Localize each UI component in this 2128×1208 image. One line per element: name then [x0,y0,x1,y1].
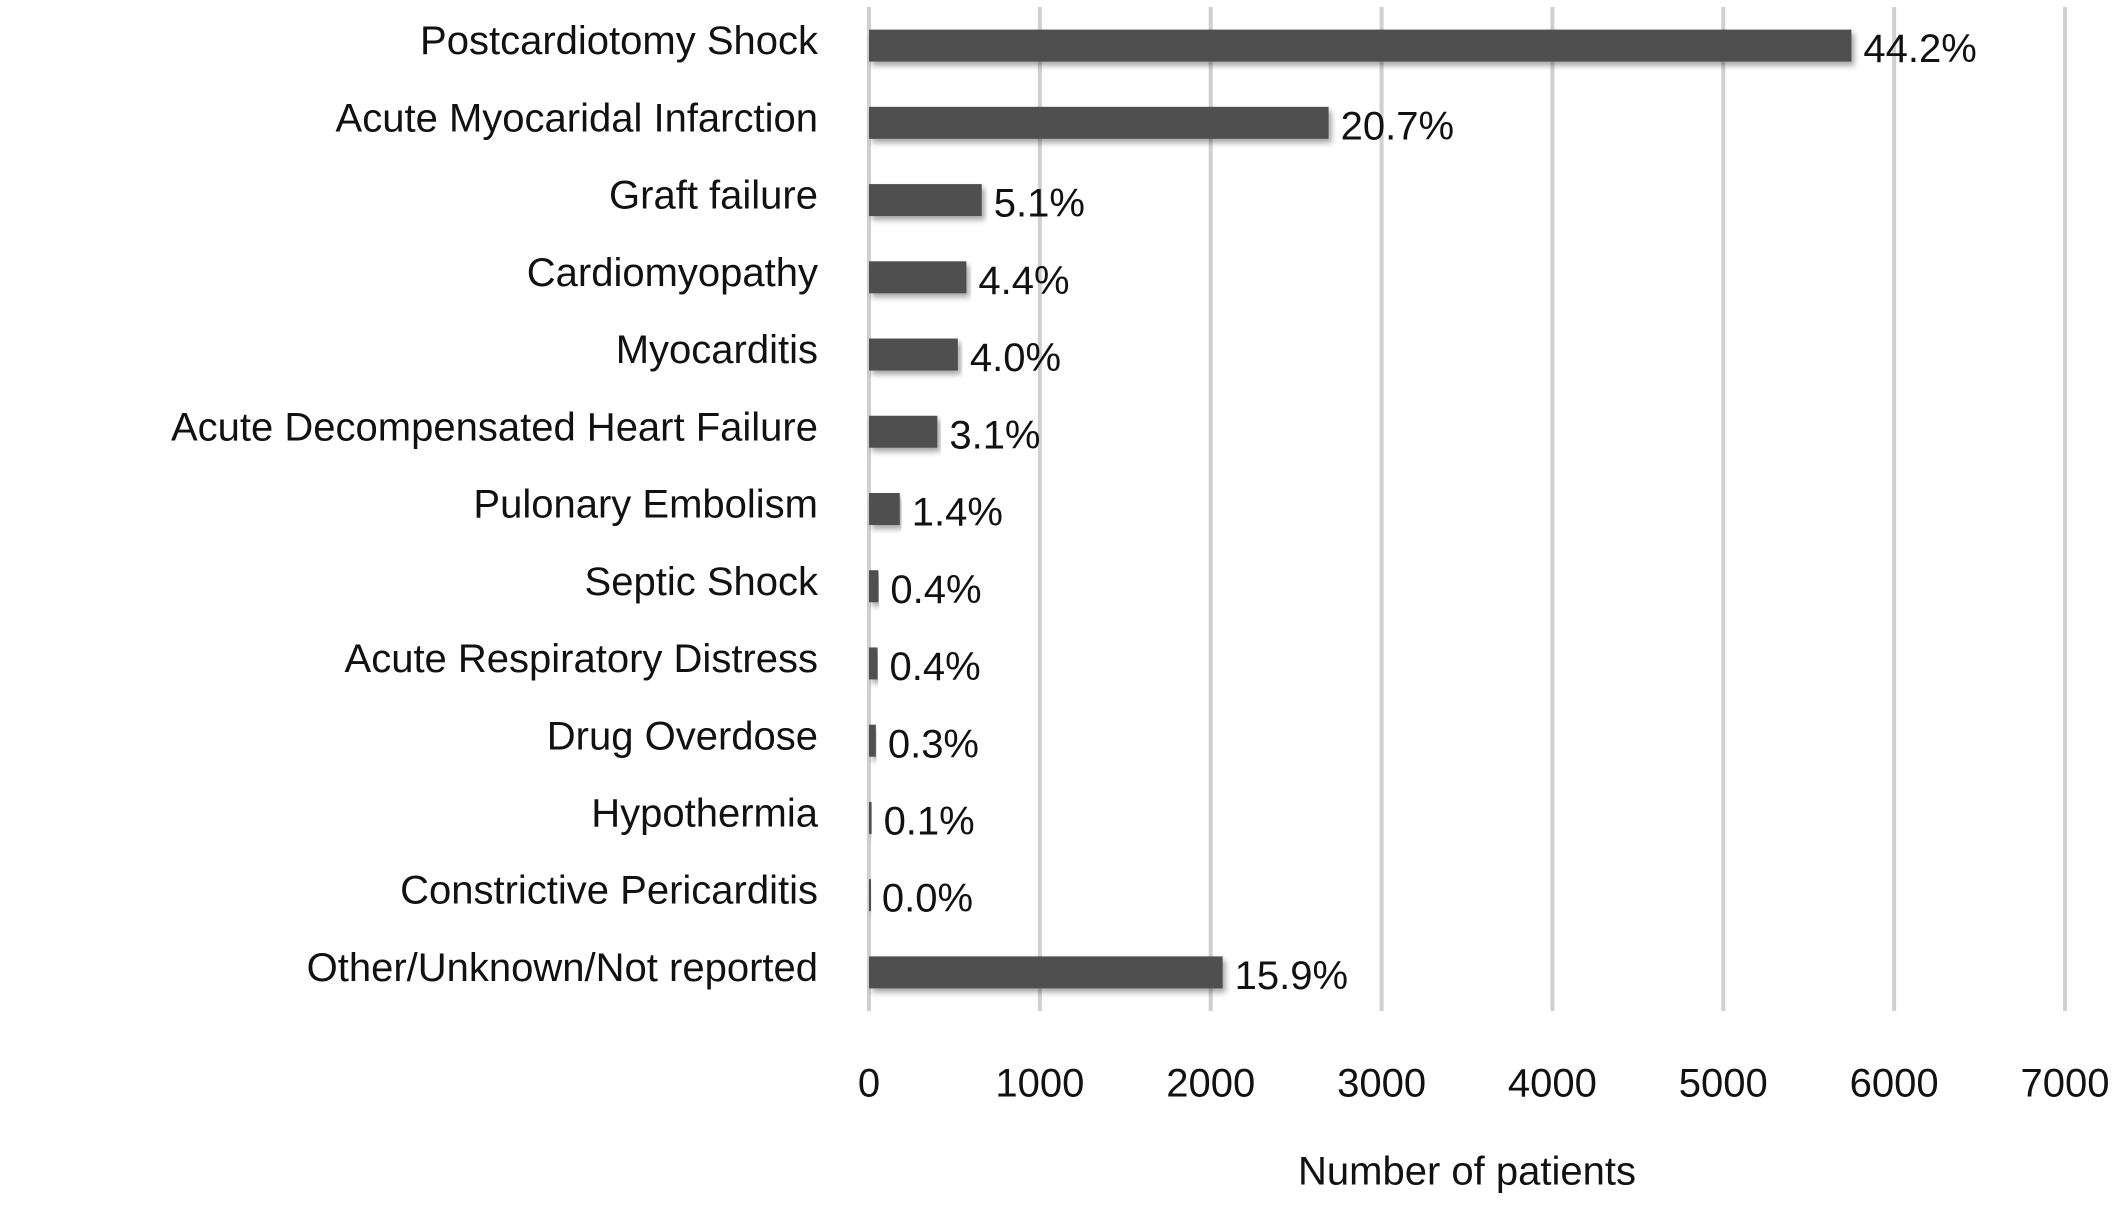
y-tick-label: Graft failure [609,174,818,218]
data-label: 0.4% [890,568,981,612]
bar [869,956,1223,989]
x-tick-label: 3000 [1337,1062,1426,1106]
data-label: 15.9% [1235,954,1348,998]
data-label: 4.4% [978,259,1069,303]
y-tick-label: Acute Decompensated Heart Failure [171,405,818,449]
bar [869,415,938,448]
bar [869,29,1852,62]
x-tick-label: 2000 [1166,1062,1255,1106]
y-tick-label: Drug Overdose [547,714,818,758]
x-tick-label: 5000 [1679,1062,1768,1106]
y-tick-label: Other/Unknown/Not reported [307,946,818,990]
y-tick-label: Hypothermia [591,791,819,835]
data-label: 0.4% [890,645,981,689]
bar [869,106,1329,139]
bar [869,570,879,603]
data-label: 4.0% [970,336,1061,380]
y-tick-label: Cardiomyopathy [527,251,818,295]
y-tick-label: Constrictive Pericarditis [400,869,818,913]
bar [869,493,900,525]
y-tick-label: Septic Shock [585,560,819,604]
x-tick-label: 1000 [995,1062,1084,1106]
x-tick-label: 4000 [1508,1062,1597,1106]
x-axis-title: Number of patients [1298,1150,1636,1194]
x-tick-label: 6000 [1850,1062,1939,1106]
data-label: 20.7% [1341,104,1454,148]
data-label: 5.1% [994,182,1085,226]
bar [869,184,982,217]
bar [869,879,871,912]
data-label: 0.0% [882,877,973,921]
bar [869,647,878,680]
data-label: 0.3% [888,722,979,766]
x-tick-label: 0 [858,1062,880,1106]
bar [869,261,967,294]
y-tick-label: Acute Myocaridal Infarction [336,96,818,140]
bar [869,801,872,834]
data-label: 44.2% [1863,27,1976,71]
y-tick-label: Acute Respiratory Distress [345,637,818,681]
y-tick-label: Pulonary Embolism [473,483,818,527]
y-tick-label: Myocarditis [616,328,818,372]
bar [869,724,876,757]
x-tick-label: 7000 [2021,1062,2110,1106]
bar [869,338,958,371]
y-tick-label: Postcardiotomy Shock [420,19,819,63]
data-label: 0.1% [884,799,975,843]
data-label: 3.1% [949,413,1040,457]
data-label: 1.4% [912,491,1003,535]
